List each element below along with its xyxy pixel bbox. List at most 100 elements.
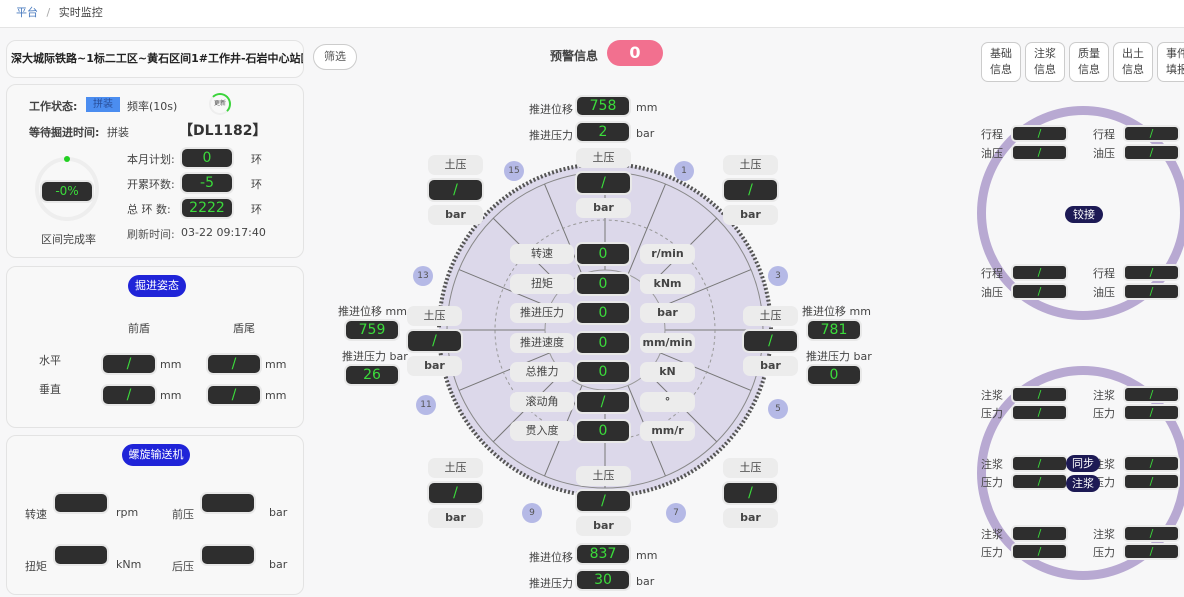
attitude-row-label: 垂直 <box>39 383 61 396</box>
tab-3[interactable]: 出土 信息 <box>1113 42 1153 82</box>
thrust-disp-label: 推进位移 <box>529 551 573 564</box>
grouting-value: / <box>1013 527 1066 540</box>
refresh-time-label: 刷新时间: <box>127 228 175 241</box>
grouting-pressure-label: 压力 <box>1093 407 1115 420</box>
screw-value <box>202 494 254 512</box>
tab-1[interactable]: 注浆 信息 <box>1025 42 1065 82</box>
status-row-value: -5 <box>182 174 232 192</box>
articulation-pressure-value: / <box>1013 146 1066 159</box>
cylinder-number-badge: 13 <box>413 266 433 286</box>
cylinder-number-badge: 3 <box>768 266 788 286</box>
cutterhead-spoke <box>544 183 583 275</box>
param-unit: ° <box>640 391 695 412</box>
breadcrumb: 平台 / 实时监控 <box>0 0 1184 28</box>
articulation-stroke-label: 行程 <box>981 128 1003 141</box>
screw-conveyor-card: 螺旋输送机 转速 rpm 前压 bar 扭矩 kNm 后压 bar <box>6 435 304 595</box>
breadcrumb-current: 实时监控 <box>58 6 103 19</box>
earth-pressure-value: / <box>744 331 797 351</box>
earth-pressure-label: 土压 <box>407 306 462 326</box>
param-unit: kNm <box>640 273 695 294</box>
param-unit: kN <box>640 362 695 382</box>
earth-pressure-unit: bar <box>723 508 778 528</box>
tab-0[interactable]: 基础 信息 <box>981 42 1021 82</box>
thrust-press-value: 2 <box>577 123 629 141</box>
earth-pressure-unit: bar <box>407 356 462 376</box>
status-row-label: 本月计划: <box>127 153 175 166</box>
param-unit: r/min <box>640 244 695 264</box>
attitude-unit: mm <box>265 389 287 402</box>
screw-unit: bar <box>269 506 288 519</box>
screw-unit: kNm <box>116 558 142 571</box>
grouting-pressure-label: 压力 <box>981 407 1003 420</box>
param-unit: mm/min <box>640 332 695 353</box>
attitude-unit: mm <box>265 358 287 371</box>
thrust-disp-unit: mm <box>636 101 658 114</box>
filter-button[interactable]: 筛选 <box>313 44 357 70</box>
thrust-disp-label: 推进位移 mm <box>802 305 871 318</box>
articulation-stroke-label: 行程 <box>1093 267 1115 280</box>
param-value: 0 <box>577 362 629 382</box>
cylinder-number-badge: 1 <box>674 161 694 181</box>
articulation-stroke-value: / <box>1013 127 1066 140</box>
cutterhead-spoke <box>458 352 550 391</box>
earth-pressure-label: 土压 <box>576 466 631 486</box>
grouting-label: 注浆 <box>981 389 1003 402</box>
param-label: 转速 <box>510 244 574 264</box>
earth-pressure-label: 土压 <box>428 458 483 478</box>
param-label: 推进压力 <box>510 303 574 323</box>
attitude-title: 掘进姿态 <box>128 275 186 297</box>
screw-value <box>202 546 254 564</box>
grouting-label: 注浆 <box>981 458 1003 471</box>
grouting-ring <box>977 366 1184 580</box>
grouting-value: / <box>1125 527 1178 540</box>
grouting-value: / <box>1013 388 1066 401</box>
grouting-pressure-value: / <box>1125 545 1178 558</box>
screw-title: 螺旋输送机 <box>122 444 190 466</box>
thrust-press-label: 推进压力 bar <box>806 350 872 363</box>
tab-4[interactable]: 事件 填报 <box>1157 42 1184 82</box>
frequency-label: 频率(10s) <box>127 100 178 113</box>
thrust-press-label: 推进压力 <box>529 577 573 590</box>
attitude-front-value: / <box>103 386 155 404</box>
cylinder-number-badge: 9 <box>522 503 542 523</box>
attitude-front-value: / <box>103 355 155 373</box>
thrust-disp-value: 759 <box>346 321 398 339</box>
param-value: 0 <box>577 273 629 294</box>
articulation-ring <box>977 106 1184 320</box>
breadcrumb-home[interactable]: 平台 <box>16 6 38 19</box>
grouting-pressure-value: / <box>1125 406 1178 419</box>
thrust-disp-label: 推进位移 mm <box>338 305 407 318</box>
breadcrumb-separator: / <box>46 6 51 19</box>
status-row-value: 0 <box>182 149 232 167</box>
grouting-pressure-label: 压力 <box>981 476 1003 489</box>
param-value: 0 <box>577 244 629 264</box>
wait-time-value: 拼装 <box>107 126 129 139</box>
attitude-col-front: 前盾 <box>128 322 150 335</box>
param-value: 0 <box>577 303 629 323</box>
cylinder-number-badge: 5 <box>768 399 788 419</box>
earth-pressure-value: / <box>724 483 777 503</box>
earth-pressure-value: / <box>577 491 630 511</box>
tab-2[interactable]: 质量 信息 <box>1069 42 1109 82</box>
param-label: 扭矩 <box>510 273 574 294</box>
project-selector[interactable]: 深大城际铁路~1标二工区~黄石区间1#工作井-石岩中心站区间 <box>6 40 304 78</box>
param-unit: mm/r <box>640 421 695 441</box>
thrust-press-unit: bar <box>636 575 655 588</box>
completion-label: 区间完成率 <box>41 233 96 246</box>
articulation-stroke-label: 行程 <box>1093 128 1115 141</box>
thrust-disp-value: 837 <box>577 545 629 563</box>
articulation-stroke-value: / <box>1125 127 1178 140</box>
earth-pressure-unit: bar <box>428 508 483 528</box>
grouting-label: 注浆 <box>1093 528 1115 541</box>
thrust-press-value: 0 <box>808 366 860 384</box>
earth-pressure-label: 土压 <box>428 155 483 175</box>
status-card: 工作状态: 拼装 频率(10s) 更新 等待掘进时间: 拼装 【DL1182】 … <box>6 84 304 258</box>
param-value: / <box>577 391 629 412</box>
alert-count[interactable]: 0 <box>607 40 663 66</box>
articulation-pressure-label: 油压 <box>981 286 1003 299</box>
screw-value <box>55 546 107 564</box>
earth-pressure-label: 土压 <box>743 306 798 326</box>
refresh-button[interactable]: 更新 <box>209 93 231 115</box>
status-row-value: 2222 <box>182 199 232 217</box>
status-row-label: 开累环数: <box>127 178 175 191</box>
